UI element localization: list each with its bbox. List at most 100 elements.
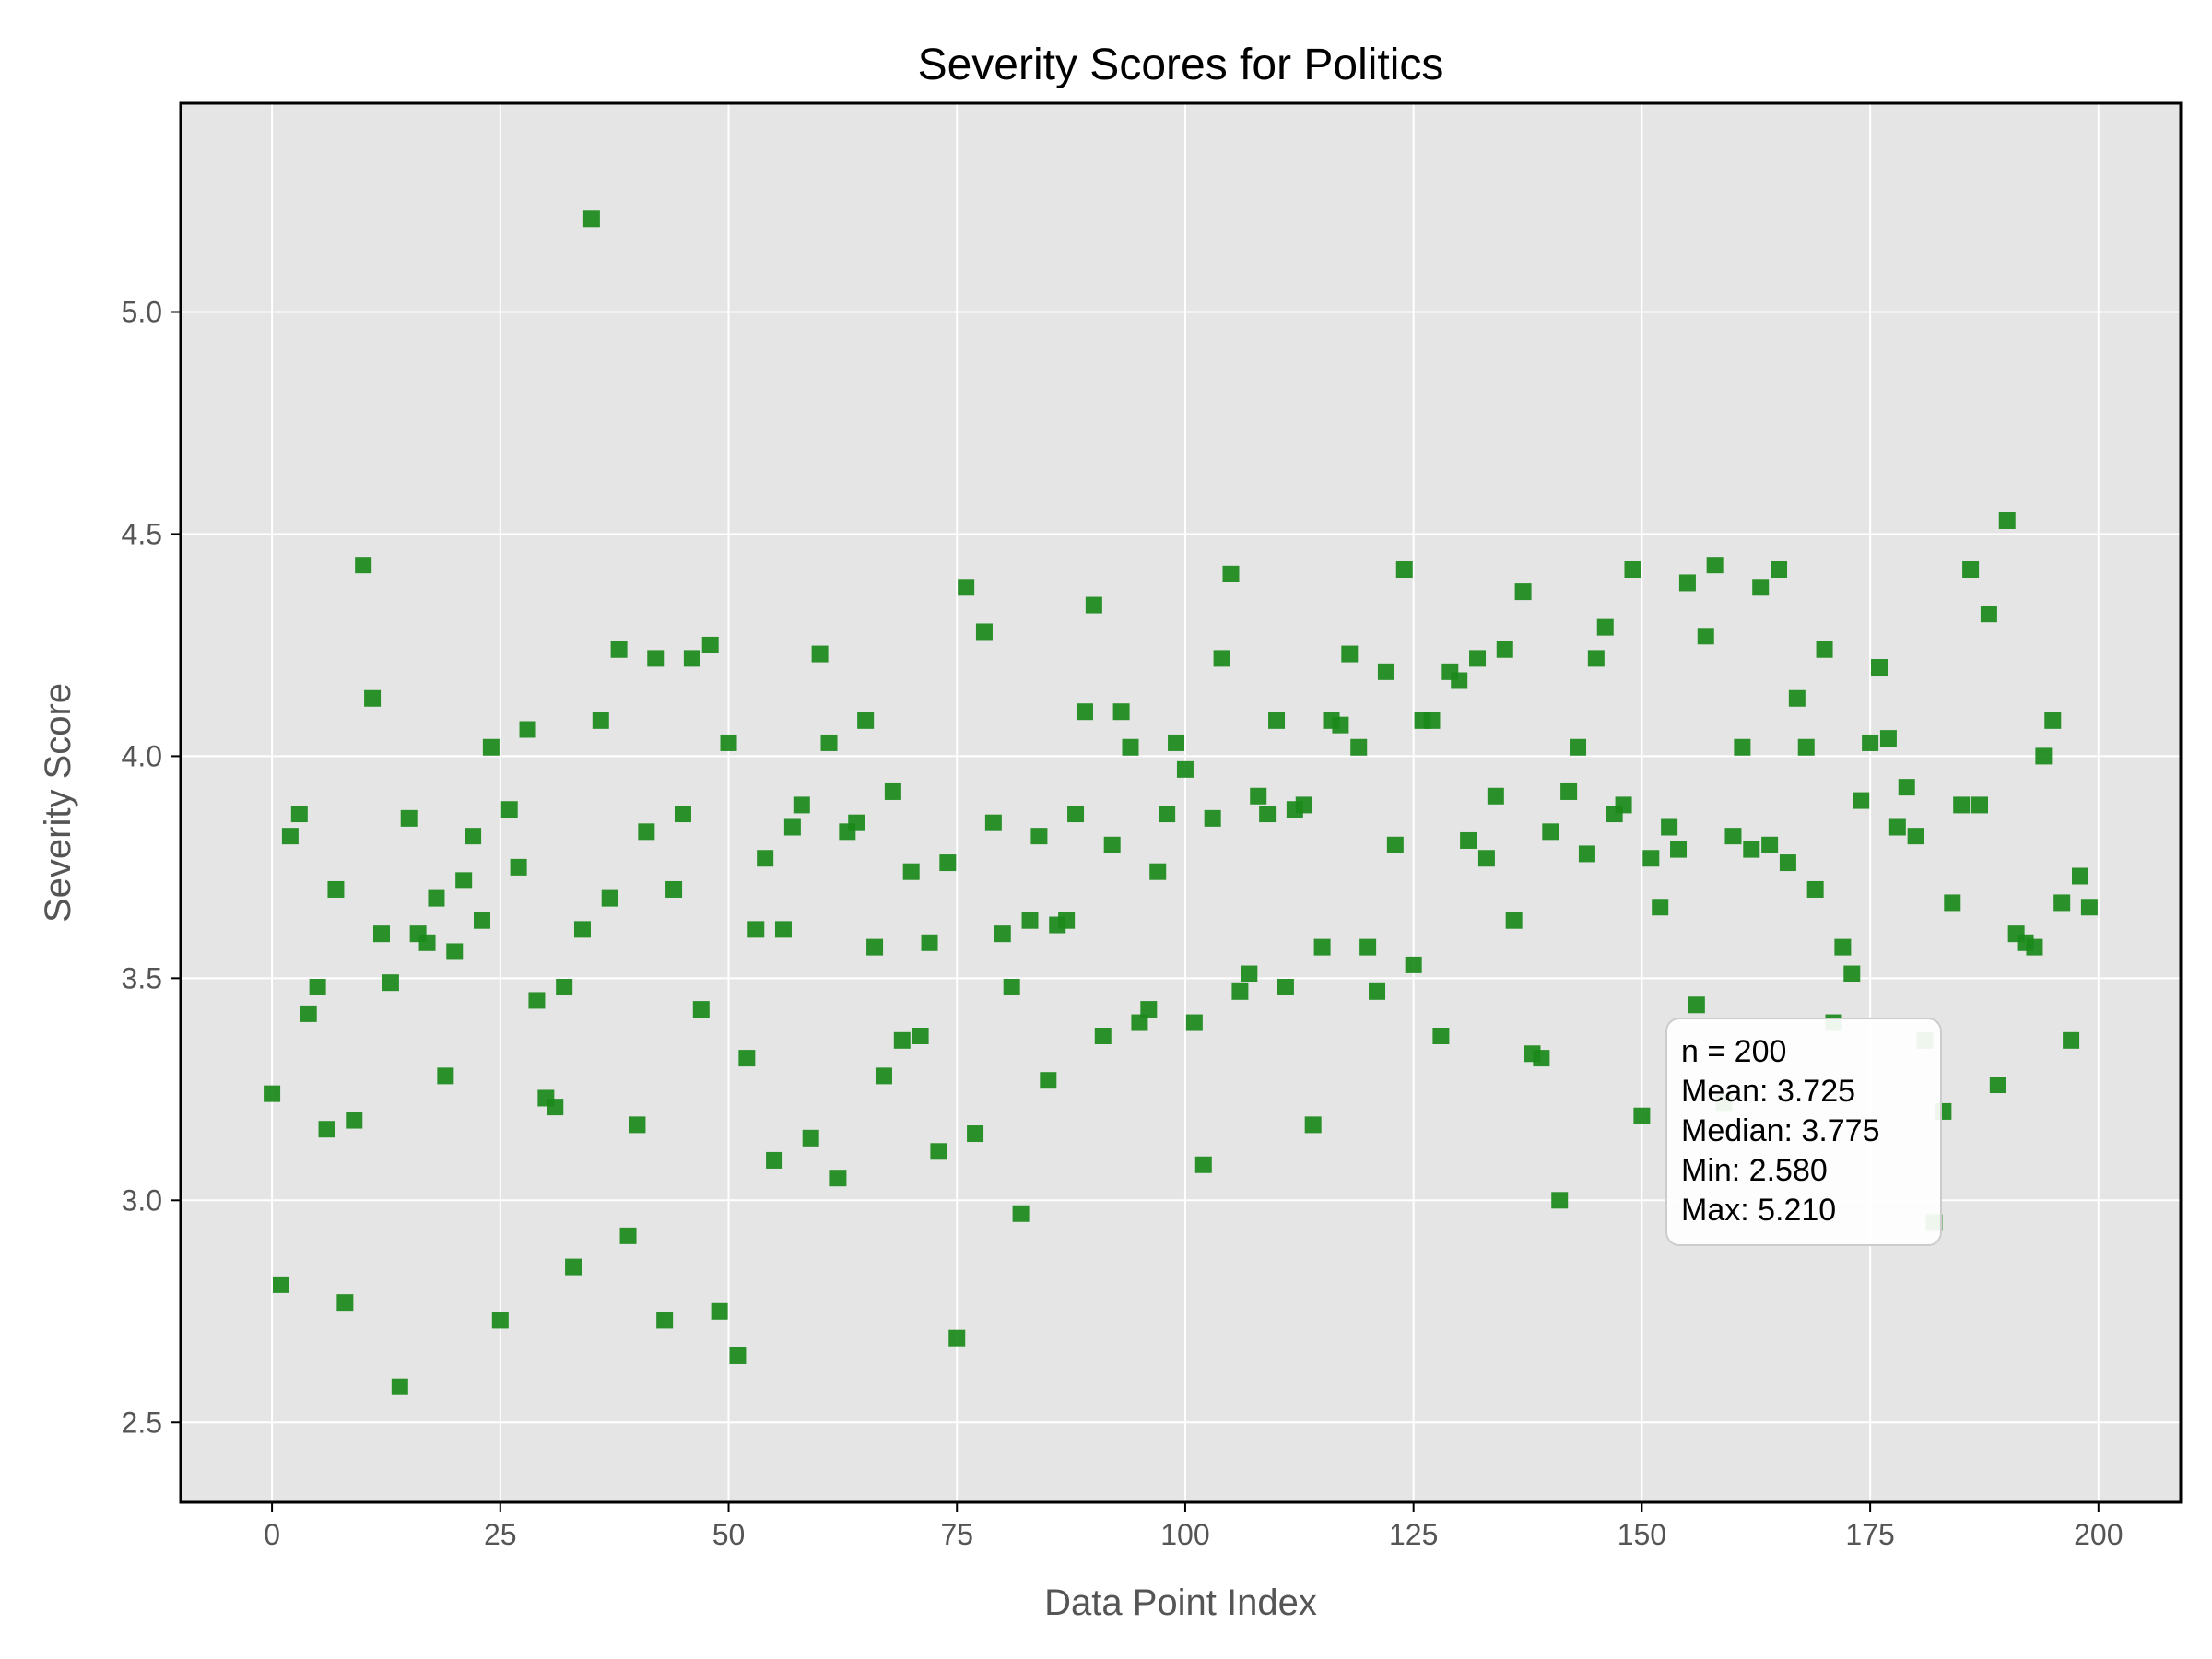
data-point [1797,738,1815,756]
data-point [1642,850,1660,867]
data-point [1304,1116,1322,1134]
data-point [848,814,865,831]
data-point [1505,912,1523,929]
data-point [1012,1205,1030,1222]
data-point [1159,806,1176,823]
data-point [1168,734,1185,751]
data-point [1816,641,1833,658]
data-point [1542,823,1559,841]
data-point [1724,828,1742,845]
data-point [1194,1156,1212,1173]
data-point [701,636,719,653]
data-point [573,921,591,938]
data-point [757,850,774,867]
data-point [1514,583,1532,601]
data-point [1204,809,1221,827]
data-point [1021,912,1039,929]
data-point [592,712,609,729]
x-tick-label: 150 [1618,1518,1666,1551]
data-point [1788,689,1806,707]
data-point [912,1028,929,1044]
data-point [1231,982,1249,1000]
data-point [884,782,901,800]
data-point [2072,867,2089,885]
data-point [1140,1001,1158,1018]
data-point [921,934,938,951]
data-point [1888,818,1906,836]
data-point [1040,1072,1057,1089]
data-point [364,689,382,707]
data-point [683,650,700,667]
plot-background [181,103,2181,1502]
x-tick-label: 100 [1160,1518,1209,1551]
data-point [1432,1028,1450,1044]
data-point [975,623,993,641]
data-point [1241,965,1258,982]
data-point [290,806,308,823]
data-point [958,579,975,596]
data-point [1907,828,1924,845]
data-point [1131,1014,1148,1031]
data-point [610,641,628,658]
data-point [830,1170,847,1187]
data-point [692,1001,710,1018]
data-point [711,1302,728,1320]
y-tick-label: 4.0 [122,739,162,772]
stats-n: n = 200 [1681,1034,1786,1069]
data-point [382,974,399,992]
data-point [1533,1050,1550,1067]
data-point [1578,845,1595,863]
data-point [866,938,884,956]
data-point [1587,650,1605,667]
data-point [400,809,418,827]
data-point [318,1121,335,1138]
y-axis-label: Severity Score [38,683,78,923]
data-point [327,880,345,898]
data-point [1295,796,1312,814]
data-point [491,1312,509,1329]
data-point [455,872,473,889]
data-point [893,1031,911,1049]
data-point [446,943,464,960]
x-axis-ticks: 0 25 50 75 100 125 150 175 200 [264,1502,2124,1551]
x-tick-label: 200 [2074,1518,2123,1551]
data-point [1003,978,1020,995]
data-point [1250,787,1267,805]
data-point [1989,1077,2006,1094]
data-point [1633,1107,1651,1124]
data-point [1697,628,1714,645]
data-point [1268,712,1286,729]
data-point [500,801,518,818]
data-point [1058,912,1076,929]
plot-frame [179,101,2183,1504]
data-point [1350,738,1368,756]
data-point [774,921,792,938]
data-point [656,1312,674,1329]
data-point [1085,596,1102,614]
data-point [355,557,372,574]
stats-min: Min: 2.580 [1681,1153,1828,1188]
data-point [1103,836,1121,853]
data-point [783,818,801,836]
data-point [1862,734,1879,751]
data-point [1487,787,1504,805]
data-point [984,814,1002,831]
data-point [1067,806,1085,823]
data-point [1551,1192,1569,1209]
data-point [1688,996,1705,1014]
data-point [1112,703,1130,721]
data-point [793,796,810,814]
data-point [811,645,829,663]
data-point [1843,965,1861,982]
data-point [1871,659,1888,677]
stats-box: n = 200 Mean: 3.725 Median: 3.775 Min: 2… [1665,1018,1942,1246]
data-point [1661,818,1678,836]
vertical-gridlines [271,103,2100,1502]
data-point [519,721,536,738]
data-point [1752,579,1770,596]
data-point [1369,982,1386,1000]
data-point [1332,716,1349,734]
data-point [948,1329,966,1347]
data-point [857,712,875,729]
